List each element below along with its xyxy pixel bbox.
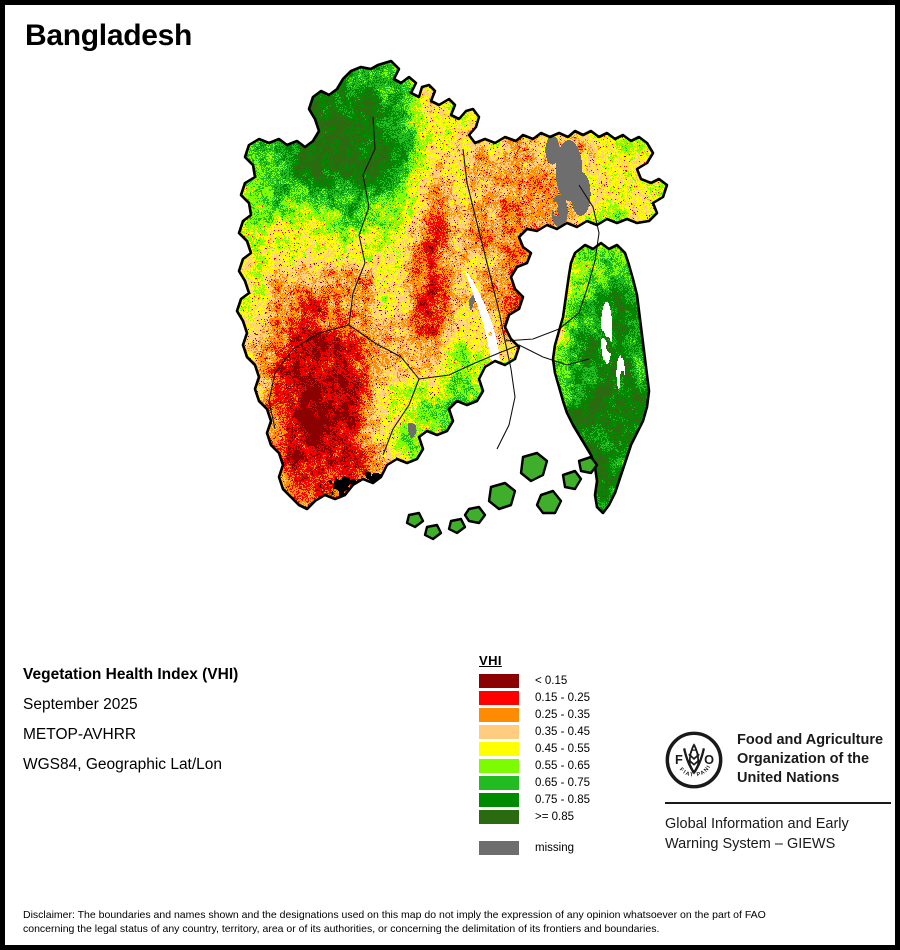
legend-row: 0.25 - 0.35 [475, 706, 590, 723]
legend-row: < 0.15 [475, 672, 590, 689]
fao-branding: A F O FIAT PANIS Food and Agriculture Or… [663, 727, 895, 854]
legend-label: 0.15 - 0.25 [535, 691, 590, 704]
giews-line-1: Global Information and Early [665, 816, 849, 832]
legend-label: 0.35 - 0.45 [535, 725, 590, 738]
legend-swatch [479, 758, 519, 773]
legend-title: VHI [479, 653, 502, 668]
legend-label: 0.55 - 0.65 [535, 759, 590, 772]
fao-divider [665, 802, 891, 804]
info-sensor: METOP-AVHRR [23, 726, 137, 743]
legend-row: >= 0.85 [475, 808, 590, 825]
giews-line-2: Warning System – GIEWS [665, 836, 836, 852]
legend-row: 0.75 - 0.85 [475, 791, 590, 808]
legend-swatch [479, 673, 519, 688]
legend-row: 0.45 - 0.55 [475, 740, 590, 757]
fao-organization-name: Food and Agriculture Organization of the… [737, 731, 883, 788]
legend-label: 0.65 - 0.75 [535, 776, 590, 789]
legend-label: 0.45 - 0.55 [535, 742, 590, 755]
legend-label-missing: missing [535, 841, 574, 854]
legend-swatch [479, 741, 519, 756]
map-info-block: Vegetation Health Index (VHI) September … [23, 660, 353, 780]
fao-org-line-3: United Nations [737, 770, 840, 786]
legend-swatch [479, 775, 519, 790]
fao-logo-icon: A F O FIAT PANIS [663, 727, 723, 789]
fao-org-line-2: Organization of the [737, 751, 870, 767]
legend-label: 0.25 - 0.35 [535, 708, 590, 721]
legend-swatch [479, 690, 519, 705]
fao-header: A F O FIAT PANIS Food and Agriculture Or… [663, 727, 895, 789]
info-product: Vegetation Health Index (VHI) [23, 666, 239, 683]
fao-org-line-1: Food and Agriculture [737, 732, 884, 748]
legend-swatch [479, 707, 519, 722]
legend-row-missing: missing [475, 839, 590, 856]
legend-row: 0.55 - 0.65 [475, 757, 590, 774]
disclaimer: Disclaimer: The boundaries and names sho… [23, 908, 888, 936]
legend-row: 0.15 - 0.25 [475, 689, 590, 706]
vhi-raster-canvas [223, 57, 693, 637]
legend-row: 0.65 - 0.75 [475, 774, 590, 791]
info-projection: WGS84, Geographic Lat/Lon [23, 756, 223, 773]
disclaimer-line-1: Disclaimer: The boundaries and names sho… [23, 909, 766, 921]
legend-swatch-missing [479, 840, 519, 855]
vhi-map [223, 57, 693, 637]
legend-swatch [479, 724, 519, 739]
giews-system-name: Global Information and Early Warning Sys… [665, 814, 895, 854]
svg-text:O: O [704, 752, 714, 767]
legend-label: >= 0.85 [535, 810, 575, 823]
legend-swatch [479, 809, 519, 824]
legend-label: < 0.15 [535, 674, 568, 687]
svg-text:F: F [675, 752, 683, 767]
legend-row: 0.35 - 0.45 [475, 723, 590, 740]
legend-rows: < 0.15 0.15 - 0.25 0.25 - 0.35 0.35 - 0.45 0… [475, 672, 590, 856]
legend-label: 0.75 - 0.85 [535, 793, 590, 806]
info-period: September 2025 [23, 696, 138, 713]
legend-swatch [479, 792, 519, 807]
svg-text:A: A [690, 742, 699, 756]
disclaimer-line-2: concerning the legal status of any count… [23, 923, 660, 935]
vhi-legend: VHI < 0.15 0.15 - 0.25 0.25 - 0.35 0.35 - 0… [475, 653, 590, 856]
page-title: Bangladesh [25, 19, 193, 52]
